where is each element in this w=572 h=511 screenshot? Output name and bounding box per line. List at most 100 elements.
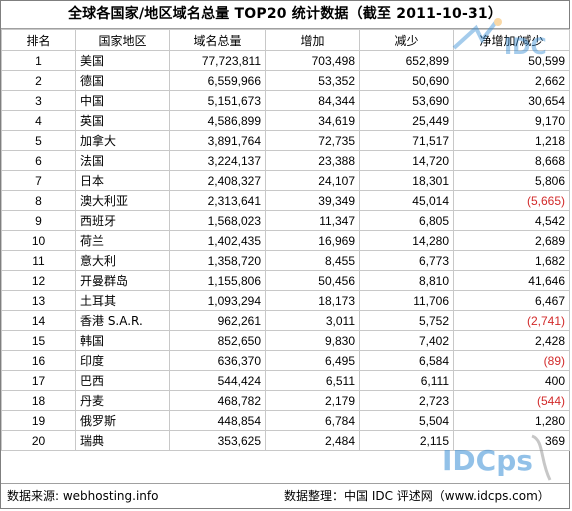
cell-increase: 8,455 [265,250,360,271]
cell-increase: 18,173 [265,290,360,311]
cell-total: 77,723,811 [169,50,266,71]
cell-net-change: (89) [453,350,570,371]
cell-increase: 84,344 [265,90,360,111]
cell-rank: 1 [1,50,76,71]
cell-country: 美国 [75,50,170,71]
cell-net-change: 2,689 [453,230,570,251]
cell-rank: 17 [1,370,76,391]
cell-net-change: 1,218 [453,130,570,151]
cell-country: 巴西 [75,370,170,391]
cell-rank: 15 [1,330,76,351]
cell-total: 1,093,294 [169,290,266,311]
cell-net-change: (544) [453,390,570,411]
cell-decrease: 7,402 [359,330,454,351]
cell-decrease: 14,720 [359,150,454,171]
cell-country: 德国 [75,70,170,91]
cell-country: 开曼群岛 [75,270,170,291]
cell-rank: 10 [1,230,76,251]
cell-country: 瑞典 [75,430,170,451]
header-country: 国家地区 [75,29,170,51]
cell-net-change: 1,280 [453,410,570,431]
cell-country: 香港 S.A.R. [75,310,170,331]
cell-country: 澳大利亚 [75,190,170,211]
cell-rank: 13 [1,290,76,311]
cell-rank: 5 [1,130,76,151]
cell-total: 3,224,137 [169,150,266,171]
table-body: 1 美国 77,723,811 703,498 652,899 50,599 2 德国 6,55… [1,50,570,451]
cell-country: 韩国 [75,330,170,351]
cell-decrease: 53,690 [359,90,454,111]
cell-total: 353,625 [169,430,266,451]
table-row: 16 印度 636,370 6,495 6,584 (89) [1,350,570,371]
table-row: 13 土耳其 1,093,294 18,173 11,706 6,467 [1,290,570,311]
cell-increase: 34,619 [265,110,360,131]
cell-rank: 6 [1,150,76,171]
table-row: 18 丹麦 468,782 2,179 2,723 (544) [1,390,570,411]
cell-rank: 12 [1,270,76,291]
cell-decrease: 6,805 [359,210,454,231]
cell-decrease: 652,899 [359,50,454,71]
cell-rank: 16 [1,350,76,371]
cell-net-change: 5,806 [453,170,570,191]
cell-rank: 20 [1,430,76,451]
table-row: 12 开曼群岛 1,155,806 50,456 8,810 41,646 [1,270,570,291]
table-row: 2 德国 6,559,966 53,352 50,690 2,662 [1,70,570,91]
cell-total: 3,891,764 [169,130,266,151]
cell-total: 2,408,327 [169,170,266,191]
table-row: 1 美国 77,723,811 703,498 652,899 50,599 [1,50,570,71]
cell-country: 丹麦 [75,390,170,411]
table-row: 8 澳大利亚 2,313,641 39,349 45,014 (5,665) [1,190,570,211]
cell-net-change: 6,467 [453,290,570,311]
cell-net-change: 4,542 [453,210,570,231]
cell-decrease: 14,280 [359,230,454,251]
cell-increase: 6,511 [265,370,360,391]
data-source: 数据来源: webhosting.info [7,489,159,503]
table-row: 14 香港 S.A.R. 962,261 3,011 5,752 (2,741) [1,310,570,331]
cell-total: 1,358,720 [169,250,266,271]
table-row: 20 瑞典 353,625 2,484 2,115 369 [1,430,570,451]
cell-rank: 9 [1,210,76,231]
cell-total: 636,370 [169,350,266,371]
cell-decrease: 8,810 [359,270,454,291]
cell-country: 中国 [75,90,170,111]
cell-total: 2,313,641 [169,190,266,211]
cell-decrease: 45,014 [359,190,454,211]
cell-country: 法国 [75,150,170,171]
table-row: 9 西班牙 1,568,023 11,347 6,805 4,542 [1,210,570,231]
table-row: 3 中国 5,151,673 84,344 53,690 30,654 [1,90,570,111]
table-row: 6 法国 3,224,137 23,388 14,720 8,668 [1,150,570,171]
cell-country: 西班牙 [75,210,170,231]
table-row: 15 韩国 852,650 9,830 7,402 2,428 [1,330,570,351]
cell-country: 俄罗斯 [75,410,170,431]
cell-total: 468,782 [169,390,266,411]
cell-country: 土耳其 [75,290,170,311]
table-row: 5 加拿大 3,891,764 72,735 71,517 1,218 [1,130,570,151]
footer: 数据来源: webhosting.info 数据整理：中国 IDC 评述网（ww… [1,483,569,508]
cell-total: 544,424 [169,370,266,391]
cell-total: 1,568,023 [169,210,266,231]
cell-increase: 11,347 [265,210,360,231]
cell-net-change: (2,741) [453,310,570,331]
table-row: 11 意大利 1,358,720 8,455 6,773 1,682 [1,250,570,271]
cell-rank: 14 [1,310,76,331]
cell-decrease: 2,723 [359,390,454,411]
cell-net-change: 1,682 [453,250,570,271]
cell-total: 6,559,966 [169,70,266,91]
cell-net-change: 2,662 [453,70,570,91]
cell-net-change: (5,665) [453,190,570,211]
cell-decrease: 5,752 [359,310,454,331]
cell-rank: 8 [1,190,76,211]
cell-decrease: 2,115 [359,430,454,451]
cell-total: 5,151,673 [169,90,266,111]
cell-increase: 703,498 [265,50,360,71]
table-row: 17 巴西 544,424 6,511 6,111 400 [1,370,570,391]
cell-country: 英国 [75,110,170,131]
cell-net-change: 369 [453,430,570,451]
cell-rank: 18 [1,390,76,411]
cell-net-change: 2,428 [453,330,570,351]
cell-rank: 3 [1,90,76,111]
cell-increase: 24,107 [265,170,360,191]
cell-rank: 11 [1,250,76,271]
cell-increase: 72,735 [265,130,360,151]
cell-rank: 4 [1,110,76,131]
